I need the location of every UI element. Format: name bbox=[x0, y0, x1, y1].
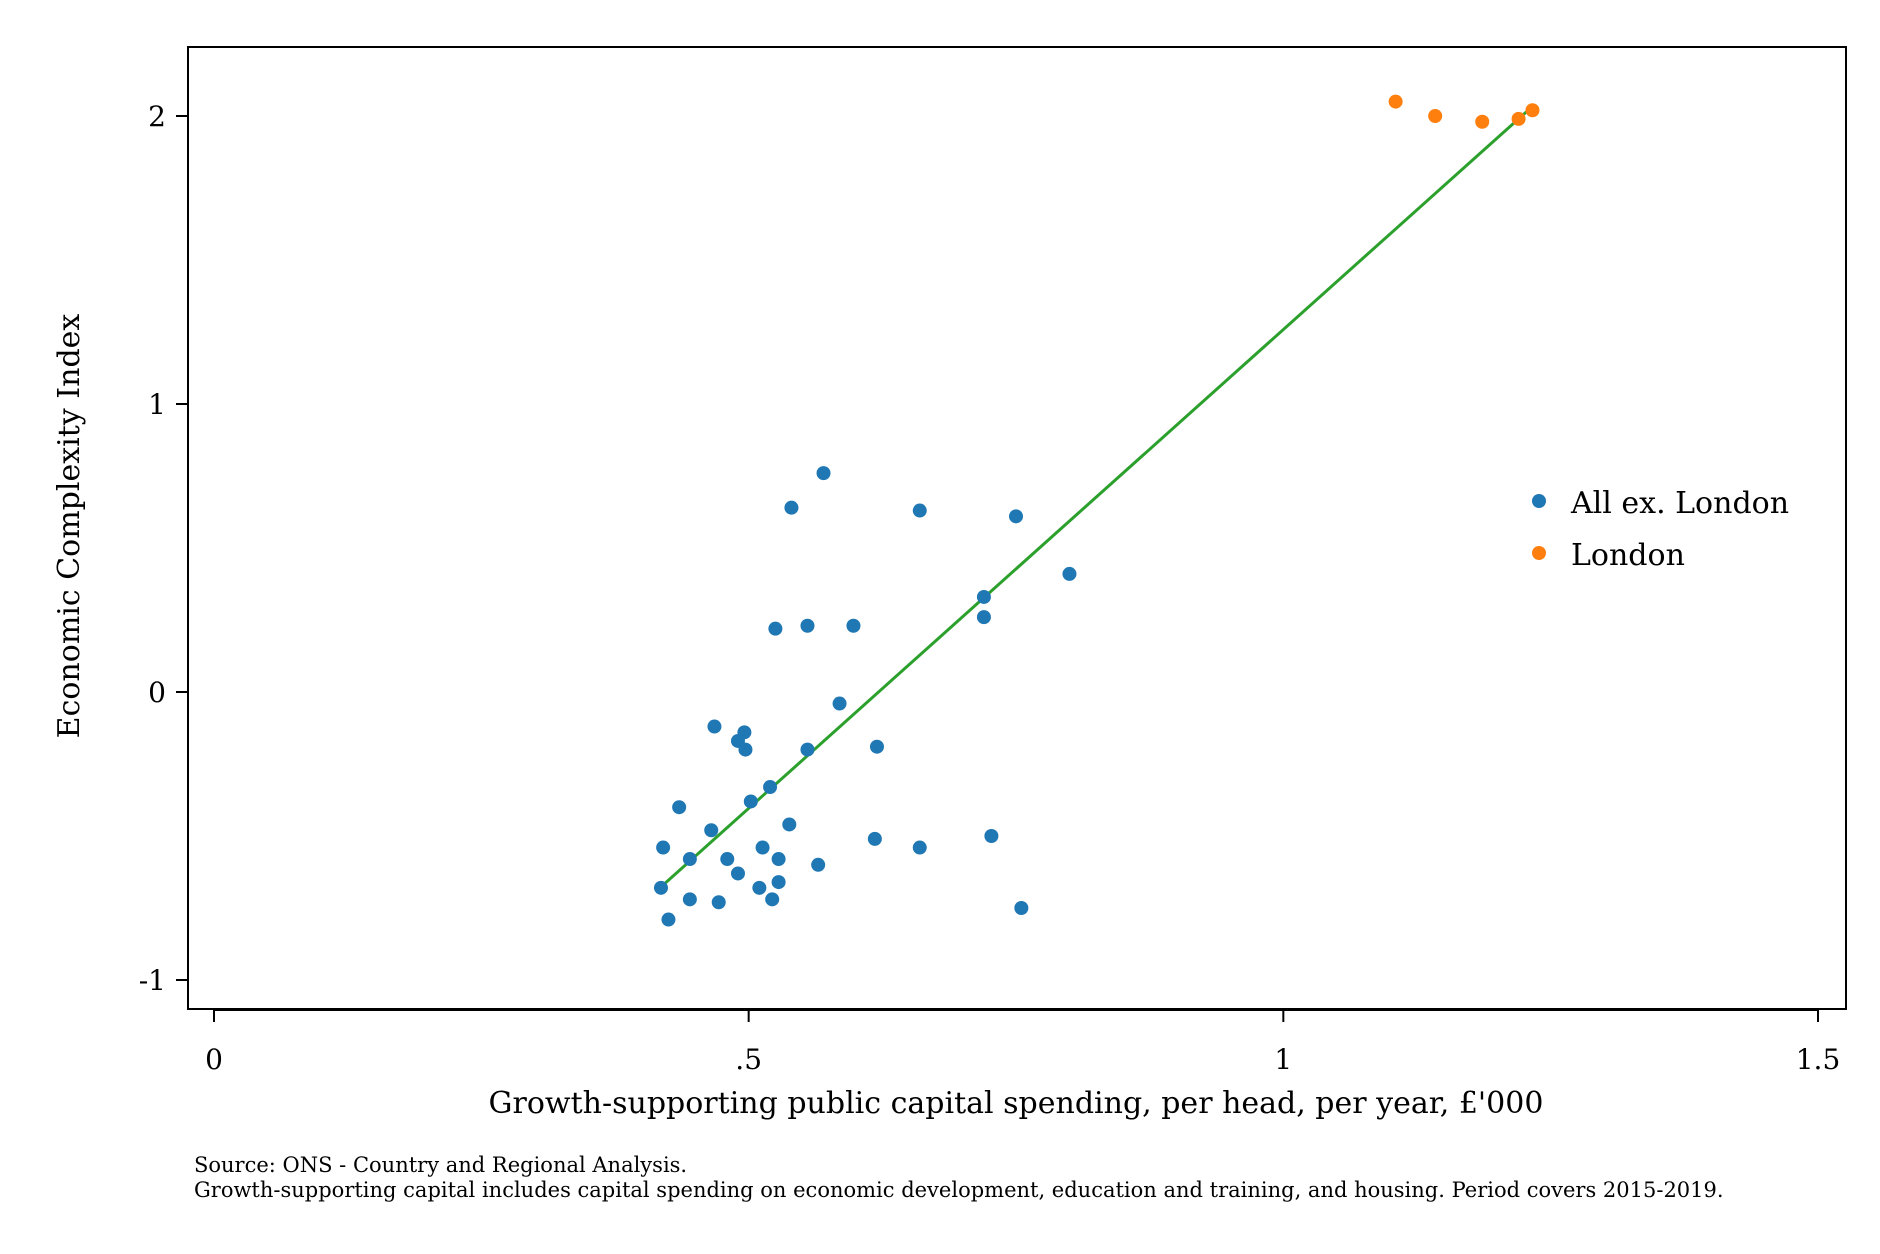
point-all-ex-london bbox=[730, 866, 745, 881]
point-all-ex-london bbox=[672, 800, 687, 815]
point-all-ex-london bbox=[1062, 566, 1077, 581]
legend-marker bbox=[1532, 546, 1546, 560]
point-all-ex-london bbox=[832, 696, 847, 711]
x-tick-label: 1.5 bbox=[1796, 1043, 1841, 1076]
point-all-ex-london bbox=[811, 857, 826, 872]
point-all-ex-london bbox=[755, 840, 770, 855]
y-tick-label: -1 bbox=[139, 964, 166, 997]
point-all-ex-london bbox=[768, 621, 783, 636]
y-axis-title: Economic Complexity Index bbox=[52, 314, 87, 739]
point-all-ex-london bbox=[738, 742, 753, 757]
legend-label: London bbox=[1571, 538, 1685, 573]
source-note: Source: ONS - Country and Regional Analy… bbox=[194, 1153, 687, 1177]
point-all-ex-london bbox=[682, 892, 697, 907]
x-tick-label: .5 bbox=[735, 1043, 762, 1076]
y-tick-label: 2 bbox=[148, 100, 166, 133]
point-all-ex-london bbox=[784, 500, 799, 515]
x-axis-title: Growth-supporting public capital spendin… bbox=[489, 1086, 1544, 1121]
point-all-ex-london bbox=[869, 739, 884, 754]
point-all-ex-london bbox=[846, 618, 861, 633]
point-all-ex-london bbox=[976, 589, 991, 604]
point-all-ex-london bbox=[704, 823, 719, 838]
point-all-ex-london bbox=[707, 719, 722, 734]
point-all-ex-london bbox=[1014, 901, 1029, 915]
fit-line bbox=[662, 103, 1536, 887]
point-all-ex-london bbox=[800, 618, 815, 633]
legend-marker bbox=[1532, 494, 1546, 508]
point-london bbox=[1525, 103, 1540, 118]
point-all-ex-london bbox=[912, 840, 927, 855]
point-all-ex-london bbox=[867, 831, 882, 846]
point-london bbox=[1428, 109, 1443, 123]
definition-note: Growth-supporting capital includes capit… bbox=[194, 1178, 1724, 1202]
point-all-ex-london bbox=[771, 852, 786, 867]
point-all-ex-london bbox=[816, 466, 831, 481]
point-all-ex-london bbox=[984, 829, 999, 843]
point-all-ex-london bbox=[912, 503, 927, 518]
point-all-ex-london bbox=[743, 794, 758, 809]
point-all-ex-london bbox=[763, 780, 778, 795]
point-all-ex-london bbox=[765, 892, 780, 907]
plot-frame bbox=[187, 46, 1847, 1010]
point-all-ex-london bbox=[661, 912, 676, 927]
point-all-ex-london bbox=[800, 742, 815, 757]
point-all-ex-london bbox=[711, 895, 726, 910]
point-london bbox=[1388, 94, 1403, 109]
x-tick-label: 1 bbox=[1274, 1043, 1292, 1076]
point-all-ex-london bbox=[752, 880, 767, 895]
point-all-ex-london bbox=[976, 610, 991, 625]
point-all-ex-london bbox=[771, 875, 786, 890]
point-all-ex-london bbox=[682, 852, 697, 867]
y-tick-label: 0 bbox=[148, 676, 166, 709]
point-london bbox=[1475, 114, 1490, 129]
y-tick-label: 1 bbox=[148, 388, 166, 421]
point-all-ex-london bbox=[656, 840, 671, 855]
legend-label: All ex. London bbox=[1570, 486, 1789, 521]
point-all-ex-london bbox=[782, 817, 797, 832]
point-all-ex-london bbox=[653, 880, 668, 895]
plot-area: -1 0 1 2 0 .5 1 1.5 All ex. London London bbox=[139, 46, 1847, 1076]
point-all-ex-london bbox=[720, 852, 735, 867]
point-london bbox=[1511, 111, 1526, 126]
point-all-ex-london bbox=[1009, 509, 1023, 524]
x-tick-label: 0 bbox=[205, 1043, 223, 1076]
